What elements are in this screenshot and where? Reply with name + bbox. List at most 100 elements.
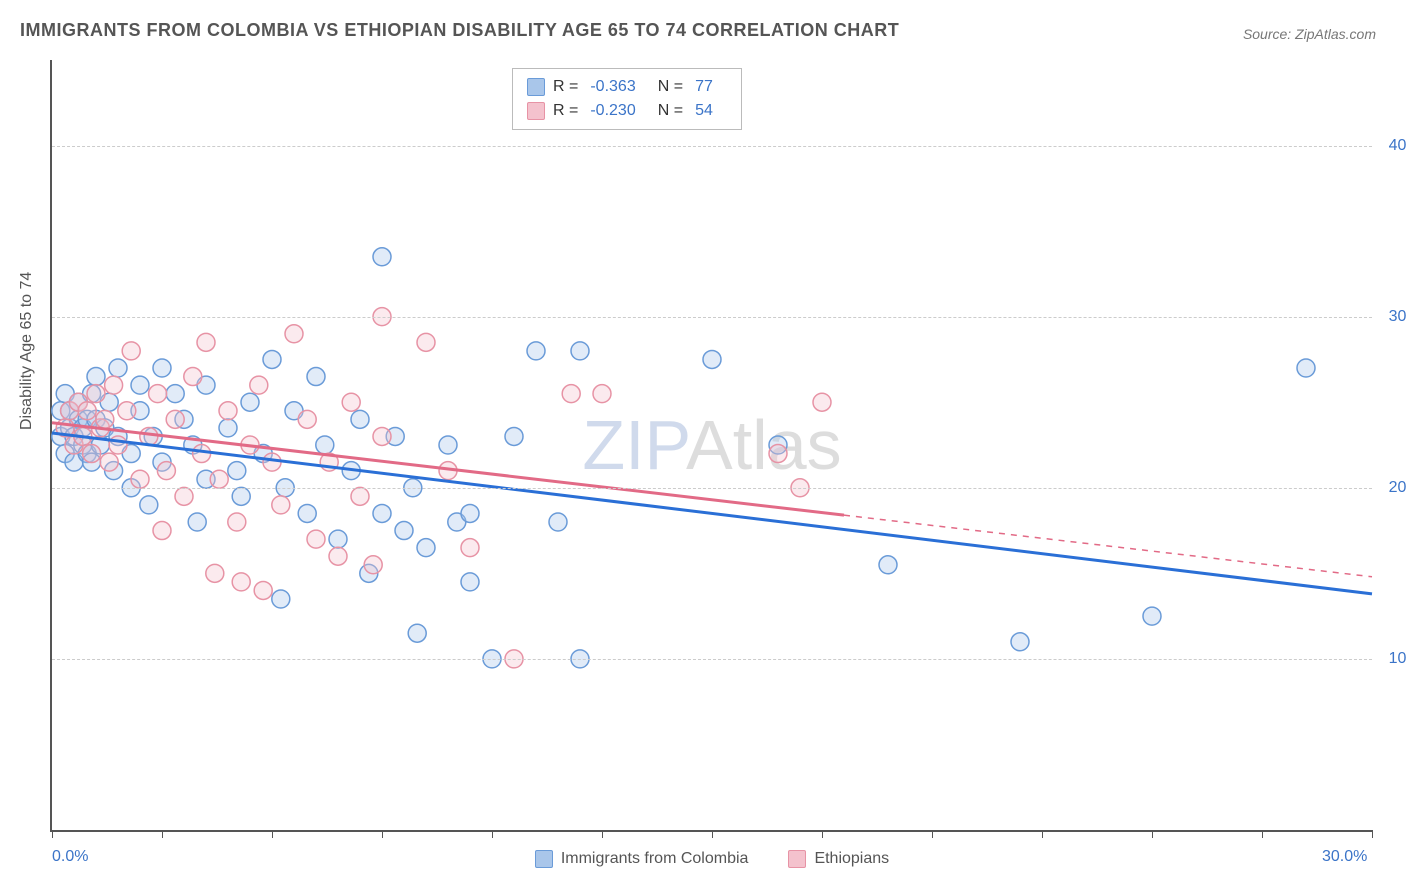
data-point-immigrants-from-colombia [140,496,158,514]
data-point-immigrants-from-colombia [228,462,246,480]
data-point-ethiopians [96,410,114,428]
legend-n-label-2: N = [658,102,683,120]
data-point-ethiopians [813,393,831,411]
data-point-ethiopians [131,470,149,488]
data-point-ethiopians [285,325,303,343]
data-point-ethiopians [228,513,246,531]
legend-n-label-1: N = [658,78,683,96]
legend-bottom-label-1: Immigrants from Colombia [561,850,749,868]
data-point-immigrants-from-colombia [1297,359,1315,377]
data-point-ethiopians [122,342,140,360]
x-tick [1262,830,1263,838]
data-point-ethiopians [157,462,175,480]
x-tick [712,830,713,838]
data-point-ethiopians [329,547,347,565]
x-tick [1042,830,1043,838]
data-point-immigrants-from-colombia [373,504,391,522]
data-point-immigrants-from-colombia [703,350,721,368]
grid-line [52,317,1372,318]
legend-r-label-2: R = [553,102,578,120]
data-point-immigrants-from-colombia [272,590,290,608]
data-point-ethiopians [342,393,360,411]
data-point-ethiopians [175,487,193,505]
legend-bottom-label-2: Ethiopians [814,850,889,868]
trend-line-immigrants-from-colombia [52,433,1372,594]
data-point-immigrants-from-colombia [408,624,426,642]
y-tick-label: 20.0% [1389,479,1406,497]
data-point-ethiopians [219,402,237,420]
legend-bottom-swatch-2 [788,850,806,868]
data-point-ethiopians [417,333,435,351]
data-point-ethiopians [373,427,391,445]
x-tick-label: 0.0% [52,848,88,866]
data-point-ethiopians [351,487,369,505]
legend-bottom: Immigrants from Colombia Ethiopians [52,850,1372,868]
x-tick [822,830,823,838]
y-tick-label: 40.0% [1389,137,1406,155]
legend-swatch-1 [527,78,545,96]
legend-row-2: R = -0.230 N = 54 [527,99,727,123]
data-point-immigrants-from-colombia [395,522,413,540]
data-point-immigrants-from-colombia [232,487,250,505]
data-point-immigrants-from-colombia [316,436,334,454]
data-point-ethiopians [197,333,215,351]
data-point-ethiopians [263,453,281,471]
x-tick [932,830,933,838]
data-point-ethiopians [206,564,224,582]
x-tick [272,830,273,838]
data-point-ethiopians [307,530,325,548]
data-point-ethiopians [87,385,105,403]
data-point-immigrants-from-colombia [87,368,105,386]
legend-bottom-item-1: Immigrants from Colombia [535,850,749,868]
data-point-ethiopians [166,410,184,428]
x-tick [602,830,603,838]
x-tick [382,830,383,838]
data-point-immigrants-from-colombia [188,513,206,531]
data-point-ethiopians [153,522,171,540]
data-point-immigrants-from-colombia [298,504,316,522]
y-tick-label: 30.0% [1389,308,1406,326]
data-point-immigrants-from-colombia [166,385,184,403]
data-point-ethiopians [254,581,272,599]
data-point-immigrants-from-colombia [461,504,479,522]
legend-bottom-swatch-1 [535,850,553,868]
source-attribution: Source: ZipAtlas.com [1243,26,1376,42]
x-tick [1372,830,1373,838]
data-point-ethiopians [210,470,228,488]
legend-n-value-1: 77 [695,78,713,96]
data-point-immigrants-from-colombia [153,359,171,377]
grid-line [52,488,1372,489]
data-point-immigrants-from-colombia [351,410,369,428]
data-point-immigrants-from-colombia [439,436,457,454]
data-point-ethiopians [105,376,123,394]
data-point-ethiopians [593,385,611,403]
grid-line [52,146,1372,147]
data-point-immigrants-from-colombia [307,368,325,386]
data-point-immigrants-from-colombia [527,342,545,360]
x-tick [162,830,163,838]
x-tick [52,830,53,838]
data-point-ethiopians [562,385,580,403]
grid-line [52,659,1372,660]
x-tick [492,830,493,838]
data-point-ethiopians [149,385,167,403]
chart-container: IMMIGRANTS FROM COLOMBIA VS ETHIOPIAN DI… [0,0,1406,892]
x-tick [1152,830,1153,838]
trend-line-ext-ethiopians [844,515,1372,577]
data-point-immigrants-from-colombia [549,513,567,531]
data-point-ethiopians [118,402,136,420]
data-point-immigrants-from-colombia [505,427,523,445]
legend-swatch-2 [527,102,545,120]
data-point-ethiopians [184,368,202,386]
data-point-ethiopians [769,445,787,463]
legend-r-value-1: -0.363 [590,78,635,96]
data-point-ethiopians [364,556,382,574]
data-point-immigrants-from-colombia [131,376,149,394]
data-point-ethiopians [298,410,316,428]
data-point-immigrants-from-colombia [879,556,897,574]
data-point-immigrants-from-colombia [219,419,237,437]
plot-area: ZIPAtlas R = -0.363 N = 77 R = -0.230 N … [50,60,1372,832]
legend-correlation: R = -0.363 N = 77 R = -0.230 N = 54 [512,68,742,130]
y-axis-label: Disability Age 65 to 74 [18,272,36,430]
data-point-ethiopians [100,453,118,471]
